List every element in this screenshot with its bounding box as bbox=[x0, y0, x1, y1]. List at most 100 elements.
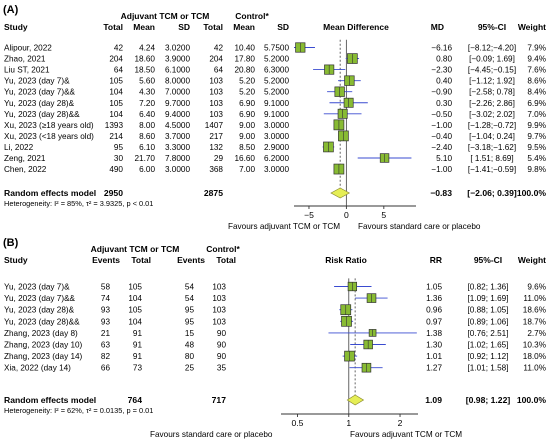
ci-value: [−0.09; 1.69] bbox=[469, 55, 515, 64]
treatment-mean: 18.60 bbox=[135, 55, 156, 64]
weight-value: 9.9% bbox=[527, 121, 546, 130]
weight-value: 7.9% bbox=[527, 44, 546, 53]
estimate-value: −2.40 bbox=[431, 143, 452, 152]
estimate-value: 1.30 bbox=[426, 341, 442, 350]
weight-value: 6.9% bbox=[527, 99, 546, 108]
estimate-value: 1.38 bbox=[426, 329, 442, 338]
pooled-ci: [0.98; 1.22] bbox=[466, 395, 511, 405]
control-events: 25 bbox=[185, 364, 195, 373]
ci-value: [−2.26; 2.86] bbox=[469, 99, 515, 108]
pooled-estimate: 1.09 bbox=[425, 395, 442, 405]
control-total: 132 bbox=[209, 143, 223, 152]
panel-b-treatment-events-header: Events bbox=[92, 255, 120, 265]
weight-value: 18.6% bbox=[523, 306, 546, 315]
panel-a-rows: Alipour, 2022 42 4.24 3.0200 42 10.40 5.7500 −6… bbox=[4, 44, 546, 209]
favours-left-label: Favours adjuvant TCM or TCM bbox=[228, 222, 340, 231]
ci-value: [−1.04; 0.24] bbox=[469, 132, 515, 141]
study-name: Xia, 2022 (day 14) bbox=[4, 364, 71, 373]
weight-value: 9.5% bbox=[527, 143, 546, 152]
favours-left-label: Favours standard care or placebo bbox=[150, 430, 273, 439]
panel-b-effect-header: Risk Ratio bbox=[325, 255, 367, 265]
panel-b-label: (B) bbox=[3, 237, 19, 249]
estimate-value: 0.96 bbox=[426, 306, 442, 315]
panel-b-study-header: Study bbox=[4, 255, 28, 265]
ci-value: [0.89; 1.06] bbox=[468, 317, 509, 326]
ci-value: [0.76; 2.51] bbox=[468, 329, 509, 338]
estimate-value: 1.27 bbox=[426, 364, 442, 373]
study-name: Zhang, 2023 (day 10) bbox=[4, 341, 83, 350]
weight-value: 2.7% bbox=[527, 329, 546, 338]
control-sd: 5.2000 bbox=[264, 88, 289, 97]
treatment-sd: 3.0000 bbox=[165, 165, 190, 174]
study-name: Chen, 2022 bbox=[4, 165, 47, 174]
treatment-mean: 6.10 bbox=[139, 143, 155, 152]
ci-value: [ 1.51; 8.69] bbox=[470, 154, 513, 163]
control-total: 42 bbox=[214, 44, 224, 53]
ci-value: [0.82; 1.36] bbox=[468, 283, 509, 292]
x-axis-tick-label: 5 bbox=[381, 210, 386, 220]
treatment-total: 104 bbox=[128, 317, 142, 326]
estimate-value: −0.40 bbox=[431, 132, 452, 141]
treatment-total: 104 bbox=[128, 294, 142, 303]
treatment-sd: 4.5000 bbox=[165, 121, 190, 130]
ci-value: [0.92; 1.12] bbox=[468, 352, 509, 361]
treatment-total: 214 bbox=[109, 132, 123, 141]
control-total: 35 bbox=[217, 364, 227, 373]
weight-value: 9.6% bbox=[527, 283, 546, 292]
estimate-value: 1.01 bbox=[426, 352, 442, 361]
control-total: 90 bbox=[217, 341, 227, 350]
ci-value: [1.02; 1.65] bbox=[468, 341, 509, 350]
control-mean: 9.00 bbox=[239, 132, 255, 141]
study-name: Zhao, 2021 bbox=[4, 55, 46, 64]
favours-right-label: Favours adjuvant TCM or TCM bbox=[350, 430, 462, 439]
treatment-events: 21 bbox=[101, 329, 111, 338]
estimate-value: −1.00 bbox=[431, 165, 452, 174]
x-axis-tick-label: 0.5 bbox=[292, 418, 304, 428]
control-mean: 7.00 bbox=[239, 165, 255, 174]
treatment-sd: 7.8000 bbox=[165, 154, 190, 163]
study-name: Yu, 2023 (day 28)& bbox=[4, 99, 75, 108]
study-name: Xu, 2023 (<18 years old) bbox=[4, 132, 94, 141]
estimate-value: 5.10 bbox=[436, 154, 452, 163]
study-name: Zhang, 2023 (day 14) bbox=[4, 352, 83, 361]
control-mean: 9.00 bbox=[239, 121, 255, 130]
treatment-total: 105 bbox=[128, 283, 142, 292]
treatment-total: 91 bbox=[133, 329, 143, 338]
panel-b-ci-header: 95%-CI bbox=[474, 255, 502, 265]
panel-a-treatment-total-header: Total bbox=[103, 22, 123, 32]
control-total: 204 bbox=[209, 55, 223, 64]
panel-a-plot: −5 0 5 Favours adjuvant TCM or TCM Favours s… bbox=[228, 39, 481, 231]
study-name: Yu, 2023 (day 7)& bbox=[4, 77, 70, 86]
weight-value: 5.4% bbox=[527, 154, 546, 163]
ci-value: [−3.18;−1.62] bbox=[468, 143, 516, 152]
treatment-events: 66 bbox=[101, 364, 111, 373]
ci-value: [1.09; 1.69] bbox=[468, 294, 509, 303]
study-name: Liu ST, 2021 bbox=[4, 66, 50, 75]
treatment-total: 95 bbox=[114, 143, 124, 152]
treatment-events: 63 bbox=[101, 341, 111, 350]
control-mean: 6.90 bbox=[239, 99, 255, 108]
control-total: 103 bbox=[212, 283, 226, 292]
treatment-mean: 4.24 bbox=[139, 44, 155, 53]
panel-a: (A) Study Adjuvant TCM or TCM Control* T… bbox=[3, 4, 546, 231]
pooled-treatment-total: 2950 bbox=[104, 188, 123, 198]
treatment-sd: 3.0200 bbox=[165, 44, 190, 53]
treatment-events: 58 bbox=[101, 283, 111, 292]
panel-b-rows: Yu, 2023 (day 7)& 58 105 54 103 1.05 [0.82; 1.… bbox=[4, 283, 546, 416]
panel-b-control-total-header: Total bbox=[216, 255, 236, 265]
weight-value: 8.4% bbox=[527, 88, 546, 97]
weight-value: 8.6% bbox=[527, 77, 546, 86]
treatment-mean: 18.50 bbox=[135, 66, 156, 75]
weight-value: 7.0% bbox=[527, 110, 546, 119]
treatment-events: 93 bbox=[101, 317, 111, 326]
treatment-sd: 9.7000 bbox=[165, 99, 190, 108]
weight-value: 11.0% bbox=[523, 364, 546, 373]
estimate-value: 0.40 bbox=[436, 77, 452, 86]
panel-a-control-total-header: Total bbox=[203, 22, 223, 32]
panel-a-effect-header: Mean Difference bbox=[323, 22, 389, 32]
control-total: 90 bbox=[217, 329, 227, 338]
ci-value: [−4.45;−0.15] bbox=[468, 66, 516, 75]
pooled-label: Random effects model bbox=[4, 395, 96, 405]
treatment-sd: 6.1000 bbox=[165, 66, 190, 75]
